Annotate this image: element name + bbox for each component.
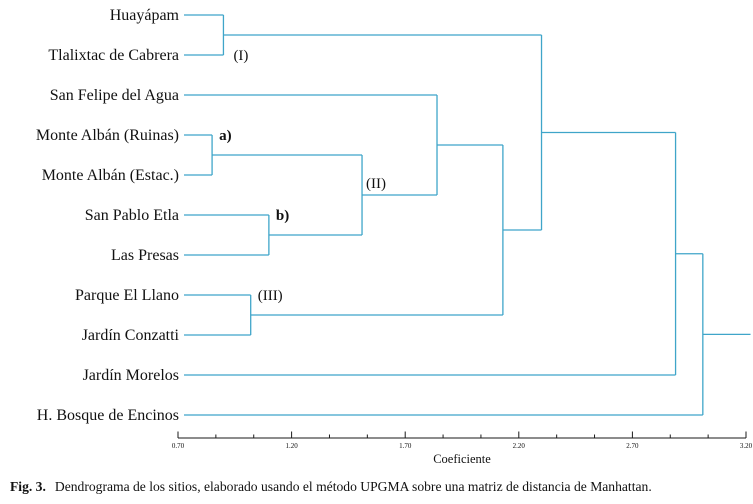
axis-line-and-ticks: [177, 431, 747, 439]
dendrogram-plot: Huayápam Tlalixtac de Cabrera San Felipe…: [36, 7, 753, 466]
coefficient-axis: 0.70 1.20 1.70 2.20 2.70 3.20 Coeficient…: [172, 431, 753, 466]
dendrogram-links: [184, 14, 751, 416]
axis-tick-label: 2.20: [513, 442, 526, 450]
cluster-tag-I: (I): [233, 48, 248, 64]
leaf-label: Tlalixtac de Cabrera: [48, 47, 179, 64]
leaf-label: Jardín Conzatti: [82, 327, 180, 344]
leaf-label: San Felipe del Agua: [50, 87, 179, 104]
leaf-labels: Huayápam Tlalixtac de Cabrera San Felipe…: [36, 7, 180, 424]
cluster-tags: (I) a) b) (III) (II): [219, 48, 386, 304]
leaf-label: Monte Albán (Estac.): [42, 167, 179, 184]
cluster-tag-b: b): [276, 208, 289, 224]
leaf-label: San Pablo Etla: [85, 207, 179, 224]
axis-title: Coeficiente: [433, 452, 491, 466]
axis-tick-label: 1.20: [285, 442, 298, 450]
dendrogram-figure: Huayápam Tlalixtac de Cabrera San Felipe…: [10, 7, 753, 494]
leaf-label: H. Bosque de Encinos: [37, 407, 179, 424]
leaf-label: Jardín Morelos: [83, 367, 179, 384]
cluster-tag-a: a): [219, 128, 232, 144]
leaf-label: Parque El Llano: [75, 287, 179, 304]
axis-tick-label: 3.20: [740, 442, 753, 450]
leaf-label: Monte Albán (Ruinas): [36, 127, 179, 144]
axis-tick-label: 2.70: [626, 442, 639, 450]
leaf-label: Las Presas: [111, 247, 179, 264]
axis-tick-label: 1.70: [399, 442, 412, 450]
cluster-tag-III: (III): [258, 288, 283, 304]
axis-tick-label: 0.70: [172, 442, 185, 450]
caption-text: Dendrograma de los sitios, elaborado usa…: [54, 479, 652, 494]
figure-caption: Fig. 3. Dendrograma de los sitios, elabor…: [10, 479, 750, 496]
cluster-tag-II: (II): [366, 176, 386, 192]
caption-label: Fig. 3.: [10, 479, 46, 494]
leaf-label: Huayápam: [110, 7, 180, 24]
